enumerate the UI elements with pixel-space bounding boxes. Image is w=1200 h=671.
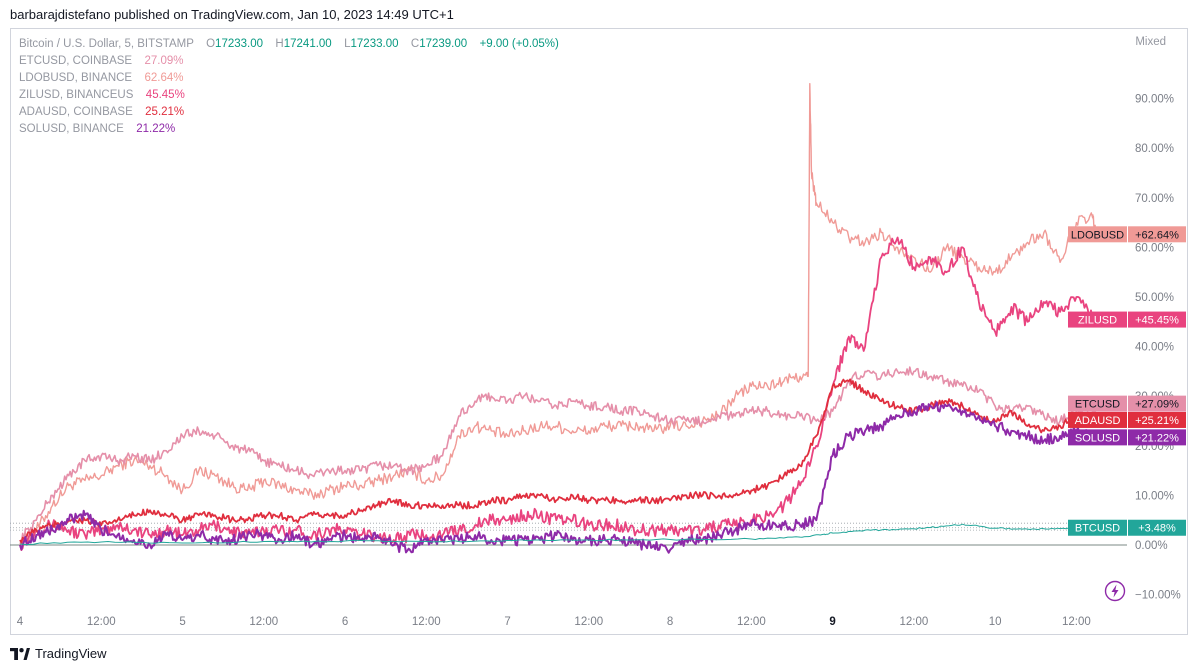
price-tag-name-box [1068,411,1127,428]
x-tick-label: 12:00 [87,616,116,628]
y-tick-label: 40.00% [1135,342,1174,354]
series-line-ldobusd [19,83,1097,548]
price-tag-value-box [1128,311,1186,328]
legend-main-row[interactable]: Bitcoin / U.S. Dollar, 5, BITSTAMP O1723… [19,36,559,53]
series-line-zilusd [19,236,1097,551]
legend-item-value: 62.64% [144,72,184,84]
legend-item-value: 21.22% [136,123,176,135]
legend-close-value: 17239.00 [419,38,468,50]
footer-brand[interactable]: TradingView [35,646,107,661]
price-tag-name: BTCUSD [1075,523,1120,535]
y-tick-label: 90.00% [1135,94,1174,106]
x-tick-label: 4 [17,616,24,628]
x-tick-label: 7 [504,616,510,628]
price-tag-name-box [1068,395,1127,412]
price-tag-name: ETCUSD [1075,399,1120,411]
price-tag-value: +3.48% [1138,523,1176,535]
y-tick-label: 10.00% [1135,490,1174,502]
footer: TradingView [10,646,107,661]
legend-item-value: 25.21% [145,106,185,118]
price-tag-name: ADAUSD [1075,415,1121,427]
scale-mode-label[interactable]: Mixed [1135,36,1166,48]
price-tag-value-box [1128,411,1186,428]
price-tag-value-box [1128,519,1186,536]
series-line-btcusd [19,523,1096,546]
x-tick-label: 12:00 [899,616,928,628]
y-tick-label: 70.00% [1135,193,1174,205]
tradingview-logo-icon[interactable] [10,647,30,660]
legend-item-adausd[interactable]: ADAUSD, COINBASE 25.21% [19,104,559,121]
y-tick-label: 50.00% [1135,292,1174,304]
legend-item-name: ETCUSD, COINBASE [19,55,133,67]
price-tag-value: +21.22% [1135,432,1179,444]
x-tick-label: 12:00 [249,616,278,628]
price-tag-value: +25.21% [1135,415,1179,427]
x-tick-label: 5 [179,616,185,628]
price-tag-name-box [1068,311,1127,328]
price-tag-value: +62.64% [1135,229,1179,241]
price-tag-name-box [1068,519,1127,536]
legend-item-name: ADAUSD, COINBASE [19,106,133,118]
price-tag-name: LDOBUSD [1071,229,1124,241]
legend-item-value: 45.45% [145,89,185,101]
price-tag-value-box [1128,395,1186,412]
price-tag-name-box [1068,226,1127,243]
x-tick-label: 12:00 [737,616,766,628]
chart-frame [10,28,1188,635]
y-tick-label: −10.00% [1135,590,1181,602]
x-tick-label: 12:00 [1062,616,1091,628]
legend-high-value: 17241.00 [283,38,332,50]
price-tag-name-box [1068,429,1127,446]
price-tag-value-box [1128,226,1186,243]
legend-item-value: 27.09% [144,55,184,67]
legend-item-etcusd[interactable]: ETCUSD, COINBASE 27.09% [19,53,559,70]
legend-open-key: O [206,38,216,50]
series-line-etcusd [19,366,1097,544]
legend-item-name: SOLUSD, BINANCE [19,123,124,135]
x-tick-label: 9 [829,616,835,628]
x-tick-label: 10 [989,616,1002,628]
legend-change: +9.00 (+0.05%) [479,38,559,50]
y-tick-label: 80.00% [1135,143,1174,155]
price-tag-value: +27.09% [1135,399,1179,411]
legend-close-key: C [410,38,420,50]
y-tick-label: 0.00% [1135,540,1168,552]
published-line: barbarajdistefano published on TradingVi… [10,7,454,22]
y-tick-label: 60.00% [1135,242,1174,254]
price-tag-name: SOLUSD [1075,432,1120,444]
legend-low-value: 17233.00 [350,38,399,50]
x-tick-label: 6 [342,616,348,628]
price-tag-value-box [1128,429,1186,446]
legend-main-name: Bitcoin / U.S. Dollar, 5, BITSTAMP [19,38,194,50]
price-tag-name: ZILUSD [1078,315,1117,327]
legend: Bitcoin / U.S. Dollar, 5, BITSTAMP O1723… [19,36,559,138]
legend-item-zilusd[interactable]: ZILUSD, BINANCEUS 45.45% [19,87,559,104]
legend-item-ldobusd[interactable]: LDOBUSD, BINANCE 62.64% [19,70,559,87]
x-tick-label: 12:00 [574,616,603,628]
legend-low-key: L [344,38,351,50]
x-tick-label: 8 [667,616,673,628]
legend-item-name: LDOBUSD, BINANCE [19,72,133,84]
lightning-icon[interactable] [1104,580,1126,602]
legend-high-key: H [275,38,284,50]
legend-open-value: 17233.00 [215,38,264,50]
legend-item-name: ZILUSD, BINANCEUS [19,89,134,101]
series-line-solusd [19,401,1097,554]
price-tag-value: +45.45% [1135,315,1179,327]
x-tick-label: 12:00 [412,616,441,628]
legend-item-solusd[interactable]: SOLUSD, BINANCE 21.22% [19,121,559,138]
